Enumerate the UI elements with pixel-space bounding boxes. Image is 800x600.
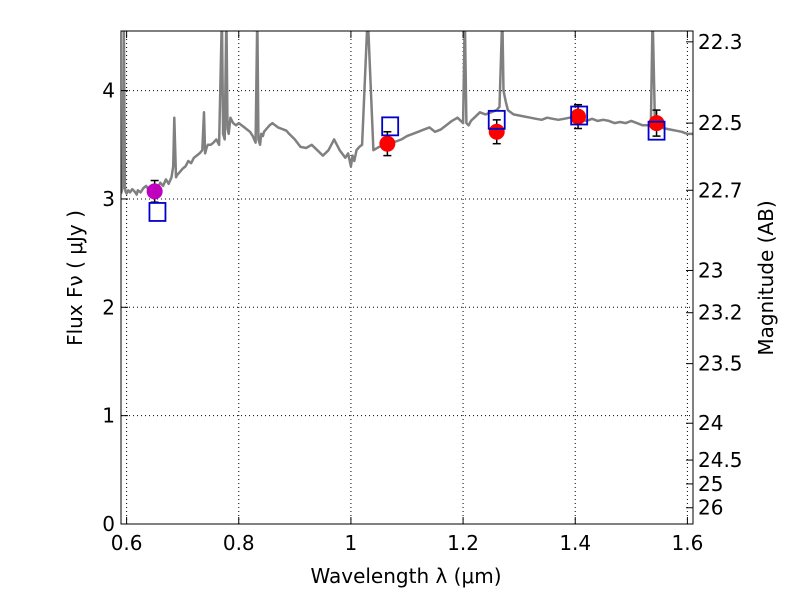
x-tick-label: 0.8 bbox=[223, 531, 255, 555]
y-tick-label: 2 bbox=[102, 295, 115, 319]
magnitude-tick-label: 22.5 bbox=[698, 111, 743, 135]
model-photometry-square bbox=[570, 105, 589, 126]
observed-flux-point bbox=[379, 135, 396, 152]
magnitude-tick-label: 24 bbox=[698, 411, 723, 435]
model-photometry-square bbox=[647, 120, 666, 141]
x-tick-label: 1.2 bbox=[447, 531, 479, 555]
x-tick-label: 1.4 bbox=[559, 531, 591, 555]
y-tick-label: 1 bbox=[102, 404, 115, 428]
model-photometry-square bbox=[148, 202, 167, 222]
axes-frame bbox=[120, 30, 694, 525]
y-tick-label: 4 bbox=[102, 79, 115, 103]
axes bbox=[120, 30, 694, 525]
observed-flux-point bbox=[146, 183, 163, 200]
y-tick-label: 3 bbox=[102, 187, 115, 211]
magnitude-tick-label: 22.7 bbox=[698, 178, 743, 202]
magnitude-tick-label: 22.3 bbox=[698, 30, 743, 54]
x-axis-label: Wavelength λ (μm) bbox=[310, 564, 501, 588]
observed-flux-point bbox=[488, 123, 505, 140]
x-tick-label: 1.6 bbox=[671, 531, 703, 555]
y-tick-label: 0 bbox=[102, 512, 115, 536]
model-photometry-square bbox=[487, 109, 506, 130]
plot-area bbox=[121, 31, 693, 222]
x-tick-label: 1 bbox=[345, 531, 358, 555]
tick-labels: 0.6 0.8 1 1.2 1.4 1.60123422.322.522.72323.22… bbox=[102, 30, 742, 555]
y-axis-label: Flux Fν ( μJy ) bbox=[63, 210, 87, 346]
observed-flux-point bbox=[570, 108, 587, 125]
magnitude-tick-label: 26 bbox=[698, 496, 723, 520]
observed-flux-point bbox=[648, 115, 665, 132]
magnitude-tick-label: 23 bbox=[698, 258, 723, 282]
y-axis-label-right: Magnitude (AB) bbox=[754, 200, 778, 355]
magnitude-tick-label: 23.2 bbox=[698, 301, 743, 325]
magnitude-tick-label: 23.5 bbox=[698, 352, 743, 376]
magnitude-tick-label: 24.5 bbox=[698, 448, 743, 472]
model-spectrum-line bbox=[121, 31, 693, 196]
model-photometry-square bbox=[381, 116, 400, 137]
magnitude-tick-label: 25 bbox=[698, 472, 723, 496]
x-tick-label: 0.6 bbox=[111, 531, 143, 555]
